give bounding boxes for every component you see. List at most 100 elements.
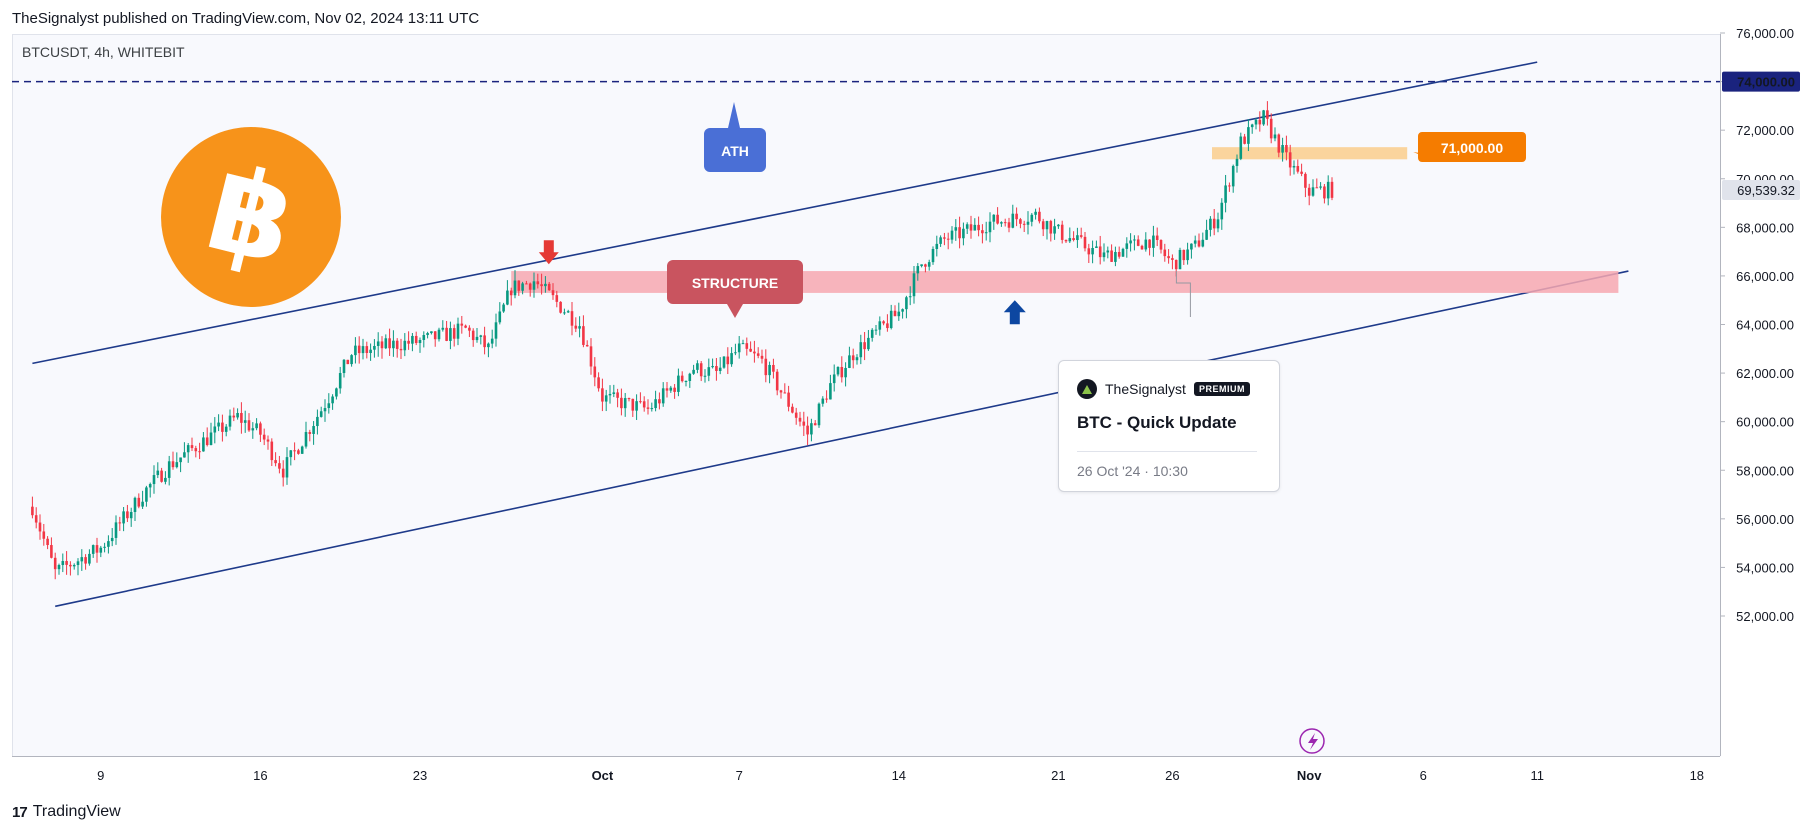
candle-body [167,461,171,478]
candle-body [836,366,840,375]
candle-body [1243,136,1246,144]
candle-body [1060,224,1064,240]
candle-body [1167,256,1170,259]
time-tick-label: 26 [1165,768,1179,783]
footer[interactable]: 17 TradingView [12,803,121,821]
ath-price-label: 74,000.00 [1737,75,1795,90]
structure-label-pointer [727,304,743,318]
candle-body [361,346,365,354]
candle-body [1083,236,1087,249]
candle-body [1323,186,1326,199]
flash-bolt-icon [1308,733,1318,750]
candle-body [126,511,129,519]
candle-body [228,415,232,427]
candle-body [1269,118,1273,139]
candle-body [1224,185,1227,203]
candle-body [901,309,904,312]
candle-body [1148,239,1151,248]
candle-body [145,487,148,502]
candle-body [392,340,395,349]
candle-body [171,461,175,468]
candle-body [175,462,179,468]
candle-body [437,329,441,340]
candle-body [943,237,946,239]
price-tick-label: 62,000.00 [1736,366,1794,381]
candle-body [574,325,578,329]
candle-body [1292,165,1296,168]
candle-body [536,281,540,285]
candle-body [623,398,627,409]
candle-body [148,484,152,488]
candle-body [867,337,870,350]
candle-body [760,355,764,359]
candle-body [1117,251,1121,257]
time-axis[interactable] [12,756,1720,787]
candle-body [559,301,562,313]
premium-badge: PREMIUM [1193,382,1250,396]
candle-body [1228,185,1231,187]
candle-body [205,437,209,446]
candle-body [1159,240,1163,250]
candle-body [232,415,236,418]
candle-body [753,351,756,354]
tradingview-logo-icon: 17 [12,803,28,821]
candle-body [65,561,68,565]
candle-body [1288,152,1292,168]
candle-body [1079,235,1083,237]
candle-body [665,388,669,391]
candle-body [1262,110,1265,125]
candle-body [1129,240,1132,244]
candle-body [882,321,885,324]
candle-body [445,327,448,341]
time-tick-label: Oct [592,768,614,783]
candle-body [551,290,555,296]
candle-body [791,406,794,413]
idea-title[interactable]: BTC - Quick Update [1077,413,1237,432]
candle-body [456,323,460,339]
candle-body [217,422,220,427]
candle-body [259,423,262,435]
candle-body [1003,222,1007,224]
candle-body [213,426,217,433]
candle-body [449,328,452,341]
ath-label-box [704,128,766,172]
candle-body [475,336,479,341]
candle-body [718,367,722,371]
time-tick-label: 11 [1530,768,1544,783]
candle-body [1193,240,1197,244]
candle-body [236,412,239,418]
candle-body [202,437,205,452]
candle-body [114,522,118,538]
candles [31,101,1334,580]
ath-label-pointer [728,102,740,128]
candle-body [57,565,61,570]
candle-body [931,248,935,263]
candle-body [889,310,893,329]
candle-body [91,545,95,554]
candle-body [72,565,76,567]
candle-body [905,297,908,310]
candle-body [916,266,920,274]
candle-body [908,296,912,298]
candle-body [160,470,163,482]
candle-body [483,335,486,348]
candle-body [722,356,726,368]
candle-body [737,343,741,353]
candle-body [1174,259,1178,270]
candle-body [1216,219,1220,229]
candle-body [293,450,296,452]
ath-price-label-box [1722,71,1800,92]
candle-body [734,352,737,354]
candle-body [107,541,110,547]
publisher-line: TheSignalyst published on TradingView.co… [12,10,480,27]
candle-body [973,224,977,231]
price-scale[interactable] [1720,34,1814,756]
candle-body [243,420,247,423]
candle-body [414,335,418,344]
time-tick-label: 9 [97,768,104,783]
candle-body [1190,243,1193,250]
idea-card[interactable]: TheSignalyst PREMIUM BTC - Quick Update … [1058,360,1280,492]
candle-body [1057,224,1060,227]
candle-body [487,343,490,348]
candle-body [376,341,380,346]
